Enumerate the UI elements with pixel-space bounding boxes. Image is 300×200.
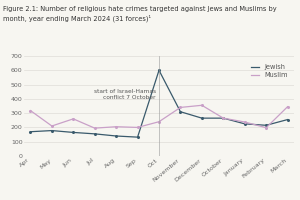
Text: Figure 2.1: Number of religious hate crimes targeted against Jews and Muslims by: Figure 2.1: Number of religious hate cri… [3, 6, 277, 22]
Text: start of Israel-Hamas
conflict 7 October: start of Israel-Hamas conflict 7 October [94, 89, 156, 100]
Legend: Jewish, Muslim: Jewish, Muslim [248, 61, 291, 81]
